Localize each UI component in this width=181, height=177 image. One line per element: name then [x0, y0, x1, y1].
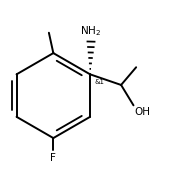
- Text: OH: OH: [134, 107, 150, 117]
- Text: F: F: [50, 153, 56, 163]
- Text: &1: &1: [94, 79, 105, 85]
- Text: NH$_2$: NH$_2$: [80, 24, 102, 38]
